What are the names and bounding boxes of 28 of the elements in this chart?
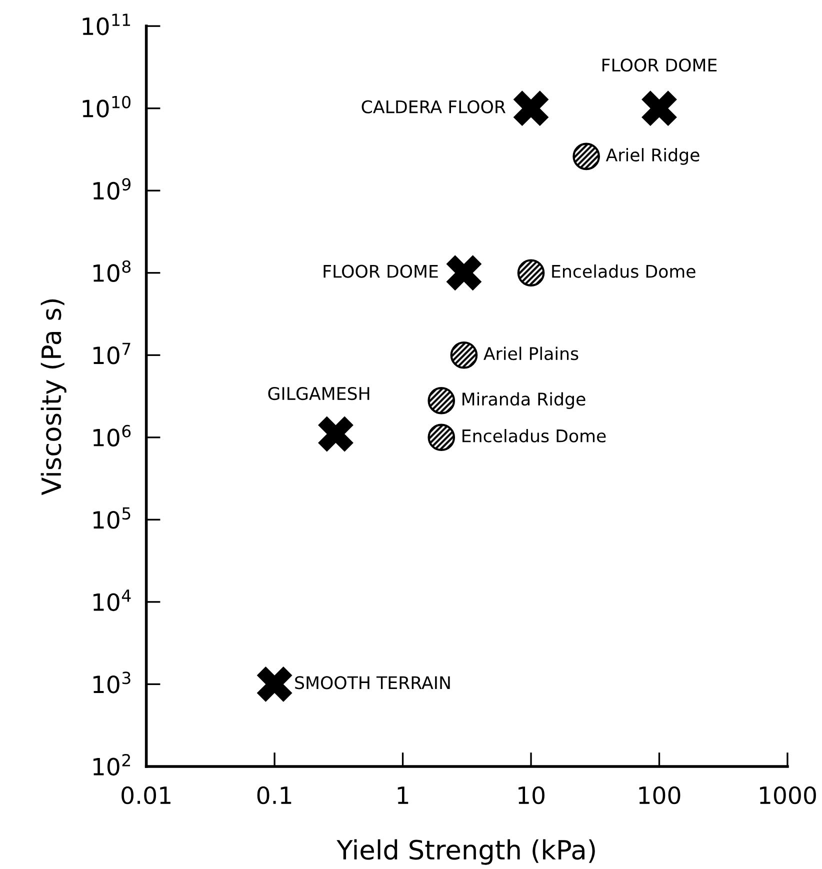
annotation: FLOOR DOME	[602, 58, 717, 72]
y-tick-label: 10$^{11}$	[82, 14, 130, 36]
x-axis-title: Yield Strength (kPa)	[336, 839, 595, 865]
x-tick-label: 0.01	[122, 786, 170, 804]
annotation: Enceladus Dome	[552, 264, 696, 278]
annotation: Miranda Ridge	[462, 392, 586, 410]
annotation: FLOOR DOME	[324, 264, 438, 278]
annotation: Ariel Ridge	[606, 148, 700, 165]
x-tick-label: 0.1	[257, 786, 292, 804]
x-tick-label: 10	[518, 786, 544, 804]
annotation: SMOOTH TERRAIN	[295, 676, 450, 690]
x-tick-label: 1000	[760, 786, 816, 804]
y-axis-title: Viscosity (Pa s)	[40, 299, 66, 496]
y-tick-label: 10$^{3}$	[93, 672, 130, 694]
y-tick-label: 10$^{10}$	[82, 96, 130, 118]
y-tick-label: 10$^{2}$	[93, 754, 130, 776]
x-tick-label: 100	[639, 786, 680, 804]
annotation: GILGAMESH	[268, 386, 370, 400]
y-tick-label: 10$^{6}$	[93, 424, 131, 447]
y-tick-label: 10$^{4}$	[93, 590, 131, 612]
annotation: Enceladus Dome	[462, 428, 606, 442]
annotation: Ariel Plains	[484, 346, 578, 360]
y-tick-label: 10$^{9}$	[93, 178, 130, 200]
y-tick-label: 10$^{7}$	[93, 342, 130, 364]
annotation: CALDERA FLOOR	[362, 100, 506, 114]
y-tick-label: 10$^{8}$	[93, 260, 131, 282]
y-tick-label: 10$^{5}$	[93, 507, 130, 529]
x-tick-label: 1	[398, 786, 408, 804]
